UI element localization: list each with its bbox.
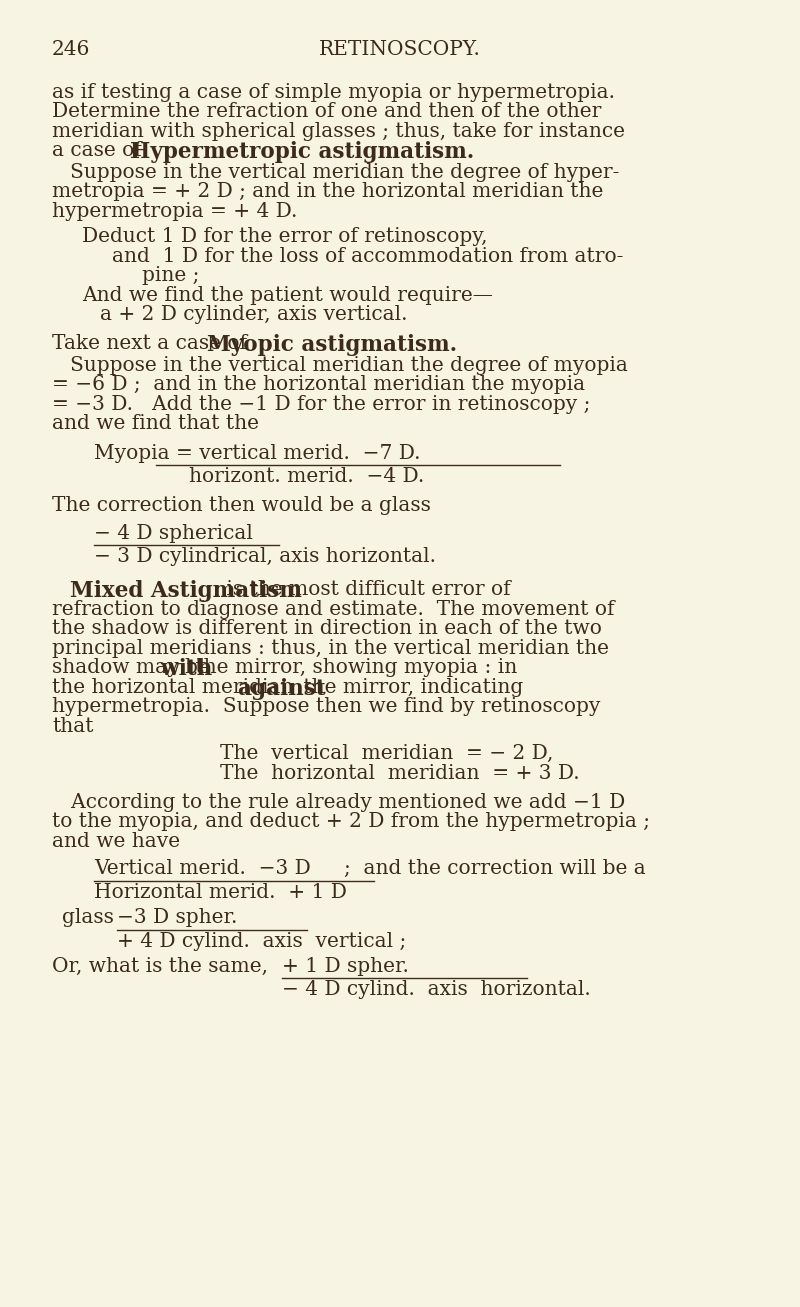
Text: + 4 D cylind.  axis  vertical ;: + 4 D cylind. axis vertical ; bbox=[117, 932, 406, 950]
Text: hypermetropia = + 4 D.: hypermetropia = + 4 D. bbox=[52, 201, 298, 221]
Text: Hypermetropic astigmatism.: Hypermetropic astigmatism. bbox=[130, 141, 474, 163]
Text: According to the rule already mentioned we add −1 D: According to the rule already mentioned … bbox=[52, 793, 626, 812]
Text: the shadow is different in direction in each of the two: the shadow is different in direction in … bbox=[52, 620, 602, 638]
Text: horizont. merid.  −4 D.: horizont. merid. −4 D. bbox=[189, 467, 424, 486]
Text: the mirror, showing myopia : in: the mirror, showing myopia : in bbox=[189, 659, 518, 677]
Text: = −3 D.   Add the −1 D for the error in retinoscopy ;: = −3 D. Add the −1 D for the error in re… bbox=[52, 395, 590, 414]
Text: The  horizontal  meridian  = + 3 D.: The horizontal meridian = + 3 D. bbox=[220, 763, 580, 783]
Text: Myopic astigmatism.: Myopic astigmatism. bbox=[207, 335, 457, 357]
Text: ;  and the correction will be a: ; and the correction will be a bbox=[344, 859, 646, 878]
Text: − 4 D spherical: − 4 D spherical bbox=[94, 524, 253, 542]
Text: meridian with spherical glasses ; thus, take for instance: meridian with spherical glasses ; thus, … bbox=[52, 122, 625, 141]
Text: Suppose in the vertical meridian the degree of hyper-: Suppose in the vertical meridian the deg… bbox=[70, 163, 619, 182]
Text: = −6 D ;  and in the horizontal meridian the myopia: = −6 D ; and in the horizontal meridian … bbox=[52, 375, 585, 395]
Text: The  vertical  meridian  = − 2 D,: The vertical meridian = − 2 D, bbox=[220, 744, 554, 763]
Text: refraction to diagnose and estimate.  The movement of: refraction to diagnose and estimate. The… bbox=[52, 600, 614, 618]
Text: shadow may be: shadow may be bbox=[52, 659, 216, 677]
Text: the horizontal meridian: the horizontal meridian bbox=[52, 678, 300, 697]
Text: −3 D spher.: −3 D spher. bbox=[117, 908, 238, 927]
Text: principal meridians : thus, in the vertical meridian the: principal meridians : thus, in the verti… bbox=[52, 639, 609, 657]
Text: that: that bbox=[52, 716, 94, 736]
Text: the mirror, indicating: the mirror, indicating bbox=[297, 678, 523, 697]
Text: And we find the patient would require—: And we find the patient would require— bbox=[82, 286, 493, 305]
Text: Horizontal merid.  + 1 D: Horizontal merid. + 1 D bbox=[94, 882, 347, 902]
Text: to the myopia, and deduct + 2 D from the hypermetropia ;: to the myopia, and deduct + 2 D from the… bbox=[52, 813, 650, 831]
Text: pine ;: pine ; bbox=[142, 267, 199, 285]
Text: hypermetropia.  Suppose then we find by retinoscopy: hypermetropia. Suppose then we find by r… bbox=[52, 698, 600, 716]
Text: and we find that the: and we find that the bbox=[52, 414, 259, 434]
Text: and we have: and we have bbox=[52, 831, 180, 851]
Text: − 4 D cylind.  axis  horizontal.: − 4 D cylind. axis horizontal. bbox=[282, 980, 590, 1000]
Text: against: against bbox=[237, 678, 326, 699]
Text: Myopia = vertical merid.  −7 D.: Myopia = vertical merid. −7 D. bbox=[94, 443, 421, 463]
Text: 246: 246 bbox=[52, 41, 90, 59]
Text: Take next a case of: Take next a case of bbox=[52, 335, 254, 353]
Text: Deduct 1 D for the error of retinoscopy,: Deduct 1 D for the error of retinoscopy, bbox=[82, 227, 487, 246]
Text: glass: glass bbox=[62, 908, 114, 927]
Text: Or, what is the same,: Or, what is the same, bbox=[52, 957, 268, 976]
Text: a case of: a case of bbox=[52, 141, 148, 161]
Text: Mixed Astigmatism: Mixed Astigmatism bbox=[70, 580, 302, 603]
Text: RETINOSCOPY.: RETINOSCOPY. bbox=[319, 41, 481, 59]
Text: Determine the refraction of one and then of the other: Determine the refraction of one and then… bbox=[52, 102, 602, 122]
Text: as if testing a case of simple myopia or hypermetropia.: as if testing a case of simple myopia or… bbox=[52, 82, 615, 102]
Text: − 3 D cylindrical, axis horizontal.: − 3 D cylindrical, axis horizontal. bbox=[94, 548, 436, 566]
Text: a + 2 D cylinder, axis vertical.: a + 2 D cylinder, axis vertical. bbox=[100, 306, 407, 324]
Text: + 1 D spher.: + 1 D spher. bbox=[282, 957, 409, 976]
Text: Suppose in the vertical meridian the degree of myopia: Suppose in the vertical meridian the deg… bbox=[70, 356, 628, 375]
Text: with: with bbox=[160, 659, 212, 681]
Text: The correction then would be a glass: The correction then would be a glass bbox=[52, 497, 431, 515]
Text: Vertical merid.  −3 D: Vertical merid. −3 D bbox=[94, 859, 310, 878]
Text: is the most difficult error of: is the most difficult error of bbox=[220, 580, 510, 600]
Text: and  1 D for the loss of accommodation from atro-: and 1 D for the loss of accommodation fr… bbox=[112, 247, 623, 265]
Text: metropia = + 2 D ; and in the horizontal meridian the: metropia = + 2 D ; and in the horizontal… bbox=[52, 183, 603, 201]
